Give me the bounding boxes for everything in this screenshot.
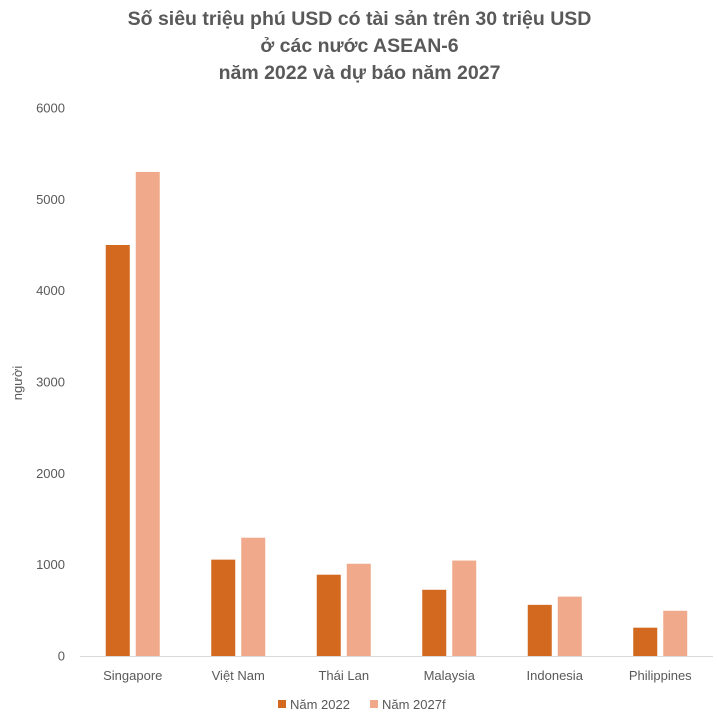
x-tick-label: Philippines: [629, 668, 692, 683]
y-tick-label: 3000: [36, 375, 65, 390]
legend-swatch: [370, 700, 378, 708]
bar-nam-2022: [211, 559, 236, 656]
bar-nam-2027f: [557, 596, 582, 656]
bar-nam-2022: [422, 589, 447, 656]
y-tick-label: 6000: [36, 101, 65, 116]
legend-swatch: [278, 700, 286, 708]
chart-title-line-1: Số siêu triệu phú USD có tài sản trên 30…: [127, 8, 592, 30]
bar-nam-2027f: [135, 171, 160, 656]
y-tick-label: 0: [58, 649, 65, 664]
bar-nam-2027f: [241, 537, 266, 656]
category-labels: Singapore Việt Nam Thái Lan Malaysia Indones…: [103, 668, 692, 683]
legend: Năm 2022 Năm 2027f: [278, 697, 446, 712]
y-axis: 0 1000 2000 3000 4000 5000 6000: [36, 101, 65, 664]
y-tick-label: 1000: [36, 557, 65, 572]
bar-nam-2022: [105, 245, 130, 656]
y-tick-label: 5000: [36, 192, 65, 207]
bar-nam-2022: [633, 627, 658, 656]
bar-nam-2027f: [663, 610, 688, 656]
chart-title-line-2: ở các nước ASEAN-6: [260, 35, 459, 57]
bars-group: [105, 171, 688, 656]
legend-label: Năm 2027f: [382, 697, 446, 712]
x-tick-label: Singapore: [103, 668, 162, 683]
y-axis-label: người: [10, 366, 25, 401]
bar-nam-2022: [316, 574, 341, 656]
chart-title-line-3: năm 2022 và dự báo năm 2027: [218, 62, 501, 84]
x-tick-label: Việt Nam: [212, 668, 265, 683]
bar-nam-2022: [527, 604, 552, 656]
x-tick-label: Thái Lan: [318, 668, 369, 683]
y-tick-label: 2000: [36, 466, 65, 481]
bar-nam-2027f: [452, 560, 477, 656]
x-tick-label: Malaysia: [424, 668, 476, 683]
x-tick-label: Indonesia: [527, 668, 584, 683]
legend-label: Năm 2022: [290, 697, 350, 712]
bar-nam-2027f: [346, 563, 371, 656]
y-tick-label: 4000: [36, 283, 65, 298]
chart-title: Số siêu triệu phú USD có tài sản trên 30…: [0, 6, 719, 87]
